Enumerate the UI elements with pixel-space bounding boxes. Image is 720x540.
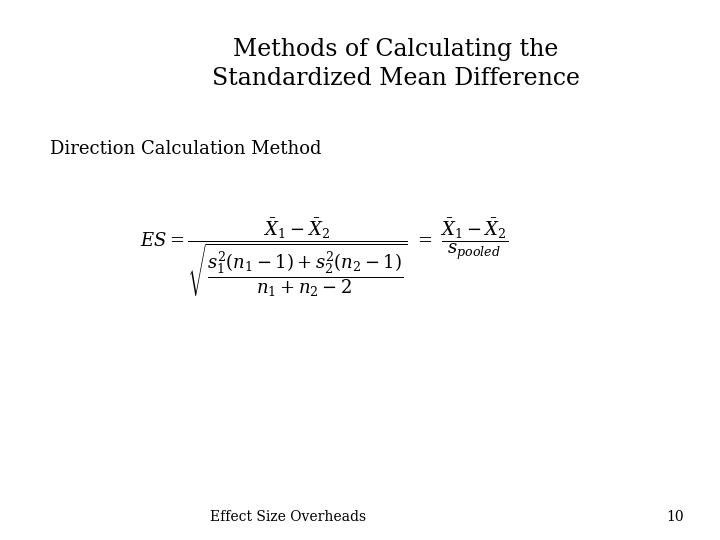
Text: Effect Size Overheads: Effect Size Overheads: [210, 510, 366, 524]
Text: Direction Calculation Method: Direction Calculation Method: [50, 140, 322, 158]
Text: Methods of Calculating the
Standardized Mean Difference: Methods of Calculating the Standardized …: [212, 38, 580, 90]
Text: $\mathit{ES} = \dfrac{\bar{X}_1 - \bar{X}_2}{\sqrt{\dfrac{s_1^2(n_1-1)+s_2^2(n_2: $\mathit{ES} = \dfrac{\bar{X}_1 - \bar{X…: [140, 216, 508, 299]
Text: 10: 10: [667, 510, 684, 524]
